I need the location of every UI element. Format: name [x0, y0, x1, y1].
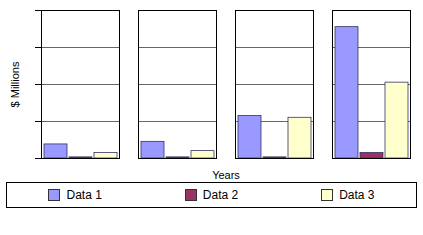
svg-text:Years: Years — [212, 169, 240, 181]
svg-text:$ Millions: $ Millions — [9, 61, 21, 107]
html-text:Data 1: Data 1 — [66, 188, 102, 202]
html-text:Data 2: Data 2 — [202, 188, 239, 202]
html-text:Data 3: Data 3 — [339, 188, 375, 202]
